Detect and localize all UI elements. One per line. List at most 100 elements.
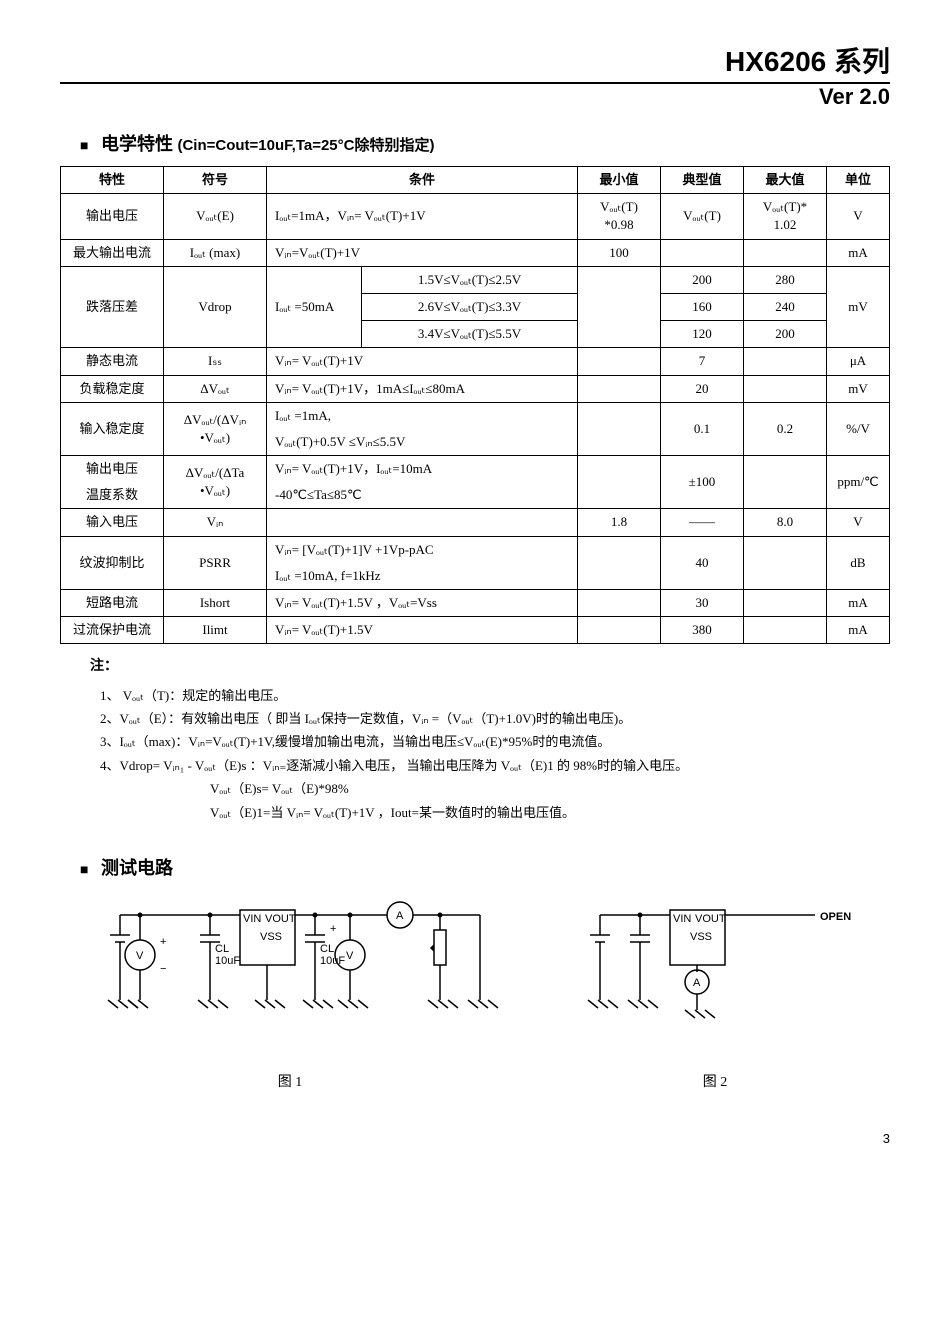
table-row: 输入电压 Vᵢₙ 1.8 —— 8.0 V [61,509,890,536]
voltmeter-label: V [136,950,144,962]
plus-label-r: + [330,923,336,935]
voltmeter-label-r: V [346,950,354,962]
cell-min [578,375,661,402]
cell-sym: Ishort [164,590,267,617]
vout-label: VOUT [265,913,296,925]
vss-label: VSS [260,931,282,943]
cell-sym: Ilimt [164,617,267,644]
cell-cond: Vᵢₙ= Vₒᵤₜ(T)+1.5V ，Vₒᵤₜ=Vss [267,590,578,617]
table-row: 负载稳定度 ΔVₒᵤₜ Vᵢₙ= Vₒᵤₜ(T)+1V，1mA≤Iₒᵤₜ≤80m… [61,375,890,402]
table-row: 纹波抑制比 PSRR Vᵢₙ= [Vₒᵤₜ(T)+1]V +1Vp-pAC 40… [61,536,890,563]
cell-unit: dB [827,536,890,589]
cell-cond: Vᵢₙ= Vₒᵤₜ(T)+1V，1mA≤Iₒᵤₜ≤80mA [267,375,578,402]
table-row: 短路电流 Ishort Vᵢₙ= Vₒᵤₜ(T)+1.5V ，Vₒᵤₜ=Vss … [61,590,890,617]
cell-max [744,590,827,617]
cell-sym: Iₛₛ [164,348,267,375]
circuit-2-svg: VIN VOUT VSS A OPEN [560,900,870,1060]
table-row: 最大输出电流 Iₒᵤₜ (max) Vᵢₙ=Vₒᵤₜ(T)+1V 100 mA [61,239,890,266]
note-line: 2、Vₒᵤₜ（E）：有效输出电压（ 即当 Iₒᵤₜ保持一定数值，Vᵢₙ =（Vₒ… [100,707,890,730]
table-row: 跌落压差 Vdrop Iₒᵤₜ =50mA 1.5V≤Vₒᵤₜ(T)≤2.5V … [61,266,890,293]
cell-max: 280 [744,266,827,293]
note-line: 3、Iₒᵤₜ（max)：Vᵢₙ=Vₒᵤₜ(T)+1V,缓慢增加输出电流，当输出电… [100,730,890,753]
th-symbol: 符号 [164,167,267,194]
cval-label: 10uF [215,955,240,967]
cell-sym: Vₒᵤₜ(E) [164,194,267,239]
cell-typ: 200 [661,266,744,293]
cell-unit: V [827,509,890,536]
cell-typ: 120 [661,321,744,348]
cell-unit: mV [827,375,890,402]
cell-max: 0.2 [744,402,827,455]
fig2-label: 图 2 [560,1071,870,1091]
th-condition: 条件 [267,167,578,194]
cell-sym: Iₒᵤₜ (max) [164,239,267,266]
cell-unit: ppm/℃ [827,456,890,509]
circuit-1: VIN VOUT VSS V + − CL 10uF [80,900,500,1091]
cell-cond: Vᵢₙ= Vₒᵤₜ(T)+1V [267,348,578,375]
cell-cond: -40℃≤Ta≤85℃ [267,482,578,509]
cell-max: 8.0 [744,509,827,536]
minus-label: − [160,963,166,975]
circuit-2: VIN VOUT VSS A OPEN [560,900,870,1091]
th-min: 最小值 [578,167,661,194]
notes-title: 注： [90,654,890,679]
cell-max [744,375,827,402]
cell-char: 纹波抑制比 [61,536,164,589]
cell-min [578,536,661,589]
cell-min [578,617,661,644]
notes-section: 注： 1、 Vₒᵤₜ（T)：规定的输出电压。 2、Vₒᵤₜ（E）：有效输出电压（… [100,654,890,824]
page-number: 3 [60,1131,890,1146]
table-row: 输入稳定度 ΔVₒᵤₜ/(ΔVᵢₙ •Vₒᵤₜ) Iₒᵤₜ =1mA, 0.1 … [61,402,890,429]
note-line: 4、Vdrop= Vᵢₙ₁ - Vₒᵤₜ（E)s ：Vᵢₙ₌逐渐减小输入电压， … [100,754,890,777]
cell-unit: V [827,194,890,239]
vout-label: VOUT [695,913,726,925]
cell-min [578,266,661,348]
cell-cond: 1.5V≤Vₒᵤₜ(T)≤2.5V [362,266,578,293]
cell-char: 最大输出电流 [61,239,164,266]
cell-min: Vₒᵤₜ(T) *0.98 [578,194,661,239]
plus-label: + [160,936,166,948]
cell-cond: Vᵢₙ=Vₒᵤₜ(T)+1V [267,239,578,266]
cl-label: CL [215,943,229,955]
th-typ: 典型值 [661,167,744,194]
cell-min [578,348,661,375]
cell-min: 100 [578,239,661,266]
cell-min [578,590,661,617]
cell-cond-pre: Iₒᵤₜ =50mA [267,266,362,348]
section-title-text: 测试电路 [101,858,173,878]
section-electrical-title: ■ 电学特性 (Cin=Cout=10uF,Ta=25°C除特别指定) [80,130,890,156]
cell-typ: 7 [661,348,744,375]
cell-unit: mV [827,266,890,348]
cell-unit: mA [827,239,890,266]
table-row: 输出电压 ΔVₒᵤₜ/(ΔTa •Vₒᵤₜ) Vᵢₙ= Vₒᵤₜ(T)+1V，I… [61,456,890,483]
cell-typ: ±100 [661,456,744,509]
ammeter-label: A [396,910,404,922]
circuit-1-svg: VIN VOUT VSS V + − CL 10uF [80,900,500,1060]
cell-max [744,617,827,644]
cell-unit: %/V [827,402,890,455]
th-characteristic: 特性 [61,167,164,194]
cell-typ: 40 [661,536,744,589]
fig1-label: 图 1 [80,1071,500,1091]
cell-cond: Iₒᵤₜ =1mA, [267,402,578,429]
cell-cond: Vᵢₙ= [Vₒᵤₜ(T)+1]V +1Vp-pAC [267,536,578,563]
cell-unit: μA [827,348,890,375]
cell-sym: ΔVₒᵤₜ/(ΔTa •Vₒᵤₜ) [164,456,267,509]
note-line: Vₒᵤₜ（E)1=当 Vᵢₙ= Vₒᵤₜ(T)+1V ，Iout=某一数值时的输… [210,801,890,824]
cell-max: 200 [744,321,827,348]
cell-cond: 3.4V≤Vₒᵤₜ(T)≤5.5V [362,321,578,348]
table-row: 过流保护电流 Ilimt Vᵢₙ= Vₒᵤₜ(T)+1.5V 380 mA [61,617,890,644]
cell-char: 过流保护电流 [61,617,164,644]
cell-min: 1.8 [578,509,661,536]
cell-cond: Iₒᵤₜ =10mA, f=1kHz [267,563,578,590]
note-line: Vₒᵤₜ（E)s= Vₒᵤₜ（E)*98% [210,777,890,800]
cell-max: 240 [744,293,827,320]
cell-cond: 2.6V≤Vₒᵤₜ(T)≤3.3V [362,293,578,320]
cell-typ: 380 [661,617,744,644]
series-title: HX6206 系列 [60,40,890,80]
cell-max [744,536,827,589]
cell-char: 跌落压差 [61,266,164,348]
cell-char: 输入稳定度 [61,402,164,455]
section-conditions: (Cin=Cout=10uF,Ta=25°C除特别指定) [177,137,434,154]
cell-unit: mA [827,617,890,644]
